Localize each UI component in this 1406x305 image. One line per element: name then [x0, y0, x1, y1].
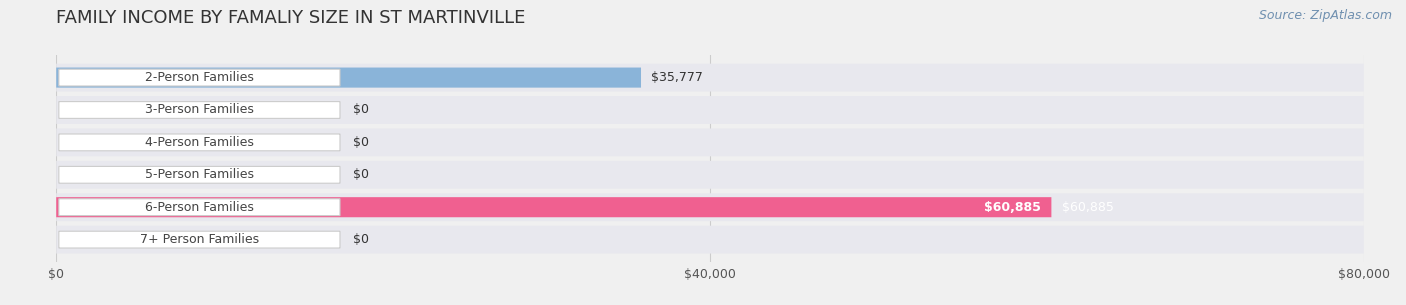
- Text: $0: $0: [353, 136, 368, 149]
- FancyBboxPatch shape: [59, 167, 340, 183]
- Text: $0: $0: [353, 233, 368, 246]
- Text: 2-Person Families: 2-Person Families: [145, 71, 254, 84]
- Text: Source: ZipAtlas.com: Source: ZipAtlas.com: [1258, 9, 1392, 22]
- FancyBboxPatch shape: [56, 161, 1364, 189]
- FancyBboxPatch shape: [56, 193, 1364, 221]
- Text: 5-Person Families: 5-Person Families: [145, 168, 254, 181]
- Text: $0: $0: [353, 103, 368, 117]
- Text: $35,777: $35,777: [651, 71, 703, 84]
- FancyBboxPatch shape: [56, 67, 641, 88]
- Text: 4-Person Families: 4-Person Families: [145, 136, 254, 149]
- Text: $60,885: $60,885: [984, 201, 1040, 214]
- Text: FAMILY INCOME BY FAMALIY SIZE IN ST MARTINVILLE: FAMILY INCOME BY FAMALIY SIZE IN ST MART…: [56, 9, 526, 27]
- Text: $60,885: $60,885: [1062, 201, 1114, 214]
- Text: 6-Person Families: 6-Person Families: [145, 201, 254, 214]
- FancyBboxPatch shape: [59, 134, 340, 151]
- Text: $0: $0: [353, 168, 368, 181]
- FancyBboxPatch shape: [59, 102, 340, 118]
- FancyBboxPatch shape: [56, 226, 1364, 253]
- FancyBboxPatch shape: [56, 128, 1364, 156]
- FancyBboxPatch shape: [56, 96, 1364, 124]
- Text: 3-Person Families: 3-Person Families: [145, 103, 254, 117]
- FancyBboxPatch shape: [56, 197, 1052, 217]
- FancyBboxPatch shape: [59, 69, 340, 86]
- FancyBboxPatch shape: [56, 64, 1364, 92]
- FancyBboxPatch shape: [59, 231, 340, 248]
- Text: 7+ Person Families: 7+ Person Families: [139, 233, 259, 246]
- FancyBboxPatch shape: [59, 199, 340, 216]
